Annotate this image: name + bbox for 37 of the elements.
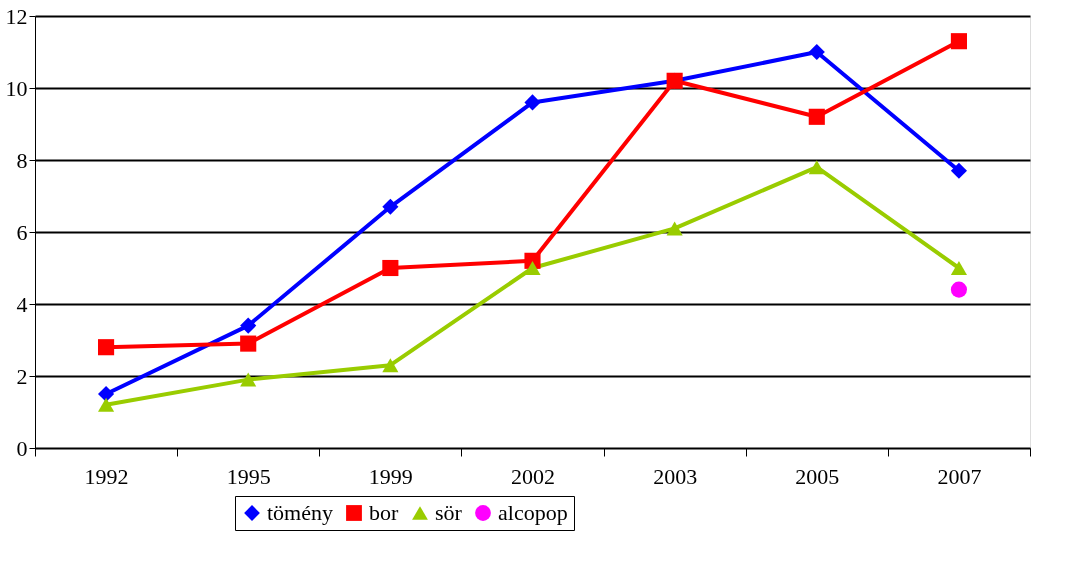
x-tick-label: 1995 [226, 463, 271, 489]
legend-label: sör [435, 500, 463, 525]
point [524, 261, 541, 275]
point [240, 335, 257, 352]
point [950, 261, 967, 275]
x-tick-label: 1999 [368, 463, 413, 489]
y-tick-label: 12 [5, 3, 28, 29]
point [666, 221, 683, 236]
point [950, 162, 967, 179]
point [98, 397, 115, 412]
point [240, 372, 257, 387]
point [808, 160, 825, 175]
point [98, 385, 115, 403]
point [950, 281, 967, 298]
legend-label: alcopop [498, 500, 568, 525]
x-tick-label: 2002 [511, 463, 555, 489]
point [808, 108, 825, 125]
y-tick-label: 6 [16, 219, 28, 245]
y-tick-label: 0 [16, 435, 28, 461]
x-tick-label: 1992 [84, 463, 129, 489]
point [808, 43, 825, 61]
point [240, 317, 257, 334]
point [98, 339, 115, 356]
y-tick-label: 10 [5, 75, 28, 101]
x-tick-label: 2007 [937, 463, 982, 489]
x-tick-label: 2005 [795, 463, 840, 489]
point [382, 198, 399, 215]
point [524, 94, 541, 111]
legend-label: tömény [267, 500, 333, 525]
point [382, 259, 399, 277]
point [382, 358, 399, 373]
y-tick-label: 4 [16, 291, 28, 317]
point [950, 33, 967, 50]
y-tick-label: 2 [16, 363, 28, 389]
x-tick-label: 2003 [653, 463, 698, 489]
legend-label: bor [369, 500, 399, 525]
y-tick-label: 8 [16, 147, 28, 173]
